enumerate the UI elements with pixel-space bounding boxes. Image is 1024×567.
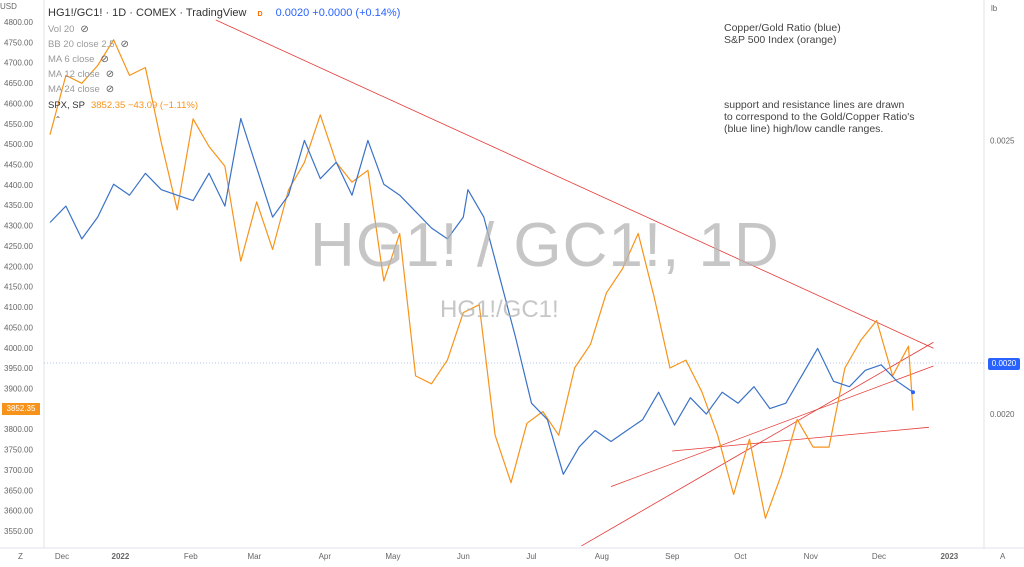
right-axis-unit: lb xyxy=(991,4,998,13)
left-tick-label: 4050.00 xyxy=(4,323,33,332)
x-tick-label: 2023 xyxy=(940,552,958,561)
x-tick-label: Jun xyxy=(457,552,470,561)
hidden-eye-icon[interactable]: ⊘ xyxy=(100,54,109,65)
indicator-ma6[interactable]: MA 6 close ⊘ xyxy=(48,54,109,65)
x-tick-label: Aug xyxy=(595,552,609,561)
right-tick-label: 0.0020 xyxy=(990,410,1015,419)
trend-line-resistance[interactable] xyxy=(215,19,934,349)
trend-line-support-3[interactable] xyxy=(672,426,929,452)
x-tick-label: Oct xyxy=(734,552,747,561)
annotation-line: support and resistance lines are drawn xyxy=(724,99,905,111)
right-tick-label: 0.0025 xyxy=(990,136,1015,145)
left-tick-label: 4400.00 xyxy=(4,181,33,190)
indicator-label: MA 6 close xyxy=(48,54,95,65)
spx-value: 3852.35 −43.09 (−1.11%) xyxy=(90,100,199,111)
left-tick-label: 4200.00 xyxy=(4,262,33,271)
left-tick-label: 4600.00 xyxy=(4,99,33,108)
title-line: S&P 500 Index (orange) xyxy=(724,34,837,46)
left-tick-label: 4800.00 xyxy=(4,18,33,27)
x-tick-label: Feb xyxy=(184,552,198,561)
indicator-label: Vol 20 xyxy=(48,24,75,35)
left-tick-label: 3750.00 xyxy=(4,446,33,455)
left-tick-label: 3900.00 xyxy=(4,384,33,393)
annotation-note: support and resistance lines are drawn t… xyxy=(724,99,915,135)
left-tick-label: 4350.00 xyxy=(4,201,33,210)
title-line: Copper/Gold Ratio (blue) xyxy=(724,22,841,34)
auto-scale-button[interactable]: A xyxy=(1000,552,1006,561)
spx-series-line[interactable] xyxy=(49,39,914,519)
left-tick-label: 4500.00 xyxy=(4,140,33,149)
last-value-marker xyxy=(911,390,915,395)
x-tick-label: Sep xyxy=(665,552,680,561)
left-tick-label: 4450.00 xyxy=(4,161,33,170)
x-tick-label: Dec xyxy=(872,552,886,561)
hidden-eye-icon[interactable]: ⊘ xyxy=(80,24,89,35)
indicator-ma24[interactable]: MA 24 close ⊘ xyxy=(48,84,114,95)
indicator-bb[interactable]: BB 20 close 2.5 ⊘ xyxy=(48,39,129,50)
hidden-eye-icon[interactable]: ⊘ xyxy=(105,69,115,80)
indicator-label: MA 12 close xyxy=(48,69,100,80)
left-price-label: 3852.35 xyxy=(2,403,40,415)
hidden-eye-icon[interactable]: ⊘ xyxy=(120,39,129,50)
collapse-chevron-icon[interactable]: ⌃ xyxy=(54,115,62,124)
left-tick-label: 3550.00 xyxy=(4,527,33,536)
hidden-eye-icon[interactable]: ⊘ xyxy=(105,84,115,95)
watermark-symbol-small: HG1!/GC1! xyxy=(440,296,559,323)
x-tick-label: Apr xyxy=(319,552,332,561)
spx-label: SPX, SP xyxy=(48,100,85,111)
x-tick-label: May xyxy=(385,552,400,561)
annotation-line: to correspond to the Gold/Copper Ratio's xyxy=(724,111,915,123)
copper-gold-ratio-series-line[interactable] xyxy=(49,117,914,475)
symbol-title[interactable]: HG1!/GC1! · 1D · COMEX · TradingView xyxy=(48,7,247,19)
left-tick-label: 4100.00 xyxy=(4,303,33,312)
left-tick-label: 3800.00 xyxy=(4,425,33,434)
left-tick-label: 4300.00 xyxy=(4,222,33,231)
zoom-button[interactable]: Z xyxy=(18,552,23,561)
indicator-label: BB 20 close 2.5 xyxy=(48,39,115,50)
indicator-vol[interactable]: Vol 20 ⊘ xyxy=(48,24,89,35)
spx-legend[interactable]: SPX, SP 3852.35 −43.09 (−1.11%) xyxy=(48,100,198,111)
right-price-label: 0.0020 xyxy=(988,358,1020,370)
left-tick-label: 3700.00 xyxy=(4,466,33,475)
left-axis-currency: USD xyxy=(0,2,17,11)
trend-line-support-1[interactable] xyxy=(581,341,934,547)
watermark-symbol: HG1! / GC1!, 1D xyxy=(310,211,780,280)
left-tick-label: 3600.00 xyxy=(4,507,33,516)
trend-line-support-2[interactable] xyxy=(610,365,934,487)
x-tick-label: Dec xyxy=(55,552,69,561)
left-tick-label: 3650.00 xyxy=(4,486,33,495)
left-tick-label: 4000.00 xyxy=(4,344,33,353)
left-tick-label: 4250.00 xyxy=(4,242,33,251)
x-tick-label: Nov xyxy=(804,552,818,561)
left-tick-label: 4750.00 xyxy=(4,38,33,47)
chart-title-note: Copper/Gold Ratio (blue) S&P 500 Index (… xyxy=(724,22,841,46)
left-tick-label: 4550.00 xyxy=(4,120,33,129)
left-tick-label: 4150.00 xyxy=(4,283,33,292)
x-tick-label: Jul xyxy=(526,552,536,561)
symbol-value: 0.0020 +0.0000 (+0.14%) xyxy=(275,7,401,19)
x-tick-label: Mar xyxy=(248,552,262,561)
indicator-label: MA 24 close xyxy=(48,84,100,95)
chart-header[interactable]: HG1!/GC1! · 1D · COMEX · TradingView D 0… xyxy=(48,7,400,19)
left-tick-label: 4700.00 xyxy=(4,59,33,68)
left-tick-label: 4650.00 xyxy=(4,79,33,88)
x-tick-label: 2022 xyxy=(112,552,130,561)
left-tick-label: 3950.00 xyxy=(4,364,33,373)
indicator-ma12[interactable]: MA 12 close ⊘ xyxy=(48,69,114,80)
annotation-line: (blue line) high/low candle ranges. xyxy=(724,123,884,135)
delayed-badge: D xyxy=(257,11,263,18)
